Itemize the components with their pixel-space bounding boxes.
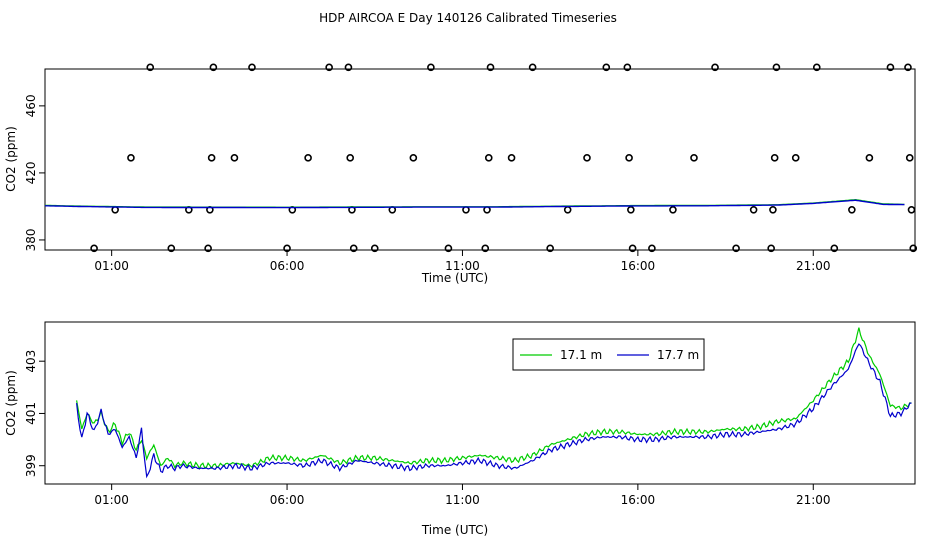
y-axis-bottom: 399 401 403 xyxy=(24,350,45,477)
x-tick-label: 16:00 xyxy=(621,493,656,507)
y-tick-label: 380 xyxy=(24,228,38,251)
data-point xyxy=(904,63,912,72)
data-point xyxy=(690,154,698,162)
data-point xyxy=(349,244,358,253)
x-tick-label: 06:00 xyxy=(270,259,305,273)
data-point xyxy=(209,63,218,72)
data-point xyxy=(507,154,516,162)
data-point xyxy=(409,154,418,162)
data-point xyxy=(830,244,839,253)
data-point xyxy=(146,63,155,72)
x-tick-label: 21:00 xyxy=(796,259,831,273)
x-tick-label: 01:00 xyxy=(94,259,129,273)
series-line xyxy=(76,327,912,470)
data-point xyxy=(770,154,779,162)
data-point xyxy=(623,63,632,72)
data-point xyxy=(627,205,635,214)
data-point xyxy=(248,63,256,72)
panel-top: 380 420 460 01:00 06:00 11:00 16:00 21:00 Time… xyxy=(4,63,918,285)
plot-frame-top xyxy=(44,68,916,251)
series-line xyxy=(44,198,905,209)
data-point xyxy=(625,154,633,162)
x-tick-label: 21:00 xyxy=(796,493,831,507)
x-axis-top: 01:00 06:00 11:00 16:00 21:00 xyxy=(94,250,831,273)
data-point xyxy=(648,244,656,253)
data-point xyxy=(344,63,353,72)
series-lines-top xyxy=(44,198,905,209)
data-point xyxy=(486,63,495,72)
y-axis-label-bottom: CO2 (ppm) xyxy=(4,370,18,436)
data-point xyxy=(791,154,800,162)
data-point xyxy=(230,154,239,162)
data-point xyxy=(127,154,135,162)
data-point xyxy=(304,154,312,162)
plot-frame-bottom xyxy=(44,321,916,485)
data-point xyxy=(481,244,490,253)
data-point xyxy=(628,244,637,253)
legend-label-17-1: 17.1 m xyxy=(560,348,602,362)
data-point xyxy=(346,154,355,162)
legend: 17.1 m 17.7 m xyxy=(512,338,705,371)
data-point xyxy=(767,244,775,253)
y-tick-label: 401 xyxy=(24,402,38,425)
series-line xyxy=(45,199,905,209)
data-point xyxy=(90,244,98,253)
data-point xyxy=(711,63,719,72)
figure-title: HDP AIRCOA E Day 140126 Calibrated Times… xyxy=(319,11,617,25)
data-point xyxy=(732,244,740,253)
data-point xyxy=(167,244,176,253)
data-point xyxy=(812,63,821,72)
panel-bottom: 399 401 403 01:00 06:00 11:00 16:00 21:00 Time… xyxy=(4,321,916,537)
x-tick-label: 11:00 xyxy=(445,259,480,273)
y-axis-label-top: CO2 (ppm) xyxy=(4,126,18,192)
data-point xyxy=(769,205,777,214)
data-point xyxy=(583,154,591,162)
y-tick-label: 420 xyxy=(24,161,38,184)
data-point xyxy=(865,154,874,162)
data-point xyxy=(546,244,554,253)
legend-label-17-7: 17.7 m xyxy=(657,348,699,362)
data-point xyxy=(905,154,914,162)
data-point xyxy=(563,205,572,214)
x-axis-label-bottom: Time (UTC) xyxy=(421,523,488,537)
series-line xyxy=(76,343,912,479)
data-point xyxy=(484,154,493,162)
data-point xyxy=(602,63,611,72)
y-axis-top: 380 420 460 xyxy=(24,94,45,251)
x-tick-label: 11:00 xyxy=(445,493,480,507)
x-axis-bottom: 01:00 06:00 11:00 16:00 21:00 xyxy=(94,484,831,507)
data-point xyxy=(848,205,856,214)
data-point xyxy=(207,154,216,162)
x-tick-label: 01:00 xyxy=(94,493,129,507)
data-point xyxy=(325,63,333,72)
series-lines-bottom xyxy=(76,327,912,479)
data-point xyxy=(907,205,916,214)
data-point xyxy=(444,244,453,253)
x-axis-label-top: Time (UTC) xyxy=(421,271,488,285)
y-tick-label: 403 xyxy=(24,350,38,373)
y-tick-label: 399 xyxy=(24,454,38,477)
x-tick-label: 16:00 xyxy=(621,259,656,273)
data-point xyxy=(528,63,537,72)
y-tick-label: 460 xyxy=(24,94,38,117)
data-point xyxy=(204,244,212,253)
x-tick-label: 06:00 xyxy=(270,493,305,507)
data-point xyxy=(427,63,435,72)
scatter-points xyxy=(90,63,918,253)
data-point xyxy=(886,63,895,72)
data-point xyxy=(749,205,758,214)
data-point xyxy=(370,244,379,253)
data-point xyxy=(772,63,781,72)
data-point xyxy=(909,244,918,253)
data-point xyxy=(669,205,677,214)
